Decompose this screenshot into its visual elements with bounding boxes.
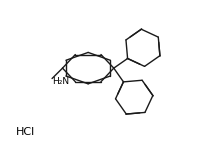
Text: H₂N: H₂N — [52, 77, 69, 86]
Text: HCl: HCl — [16, 127, 35, 137]
